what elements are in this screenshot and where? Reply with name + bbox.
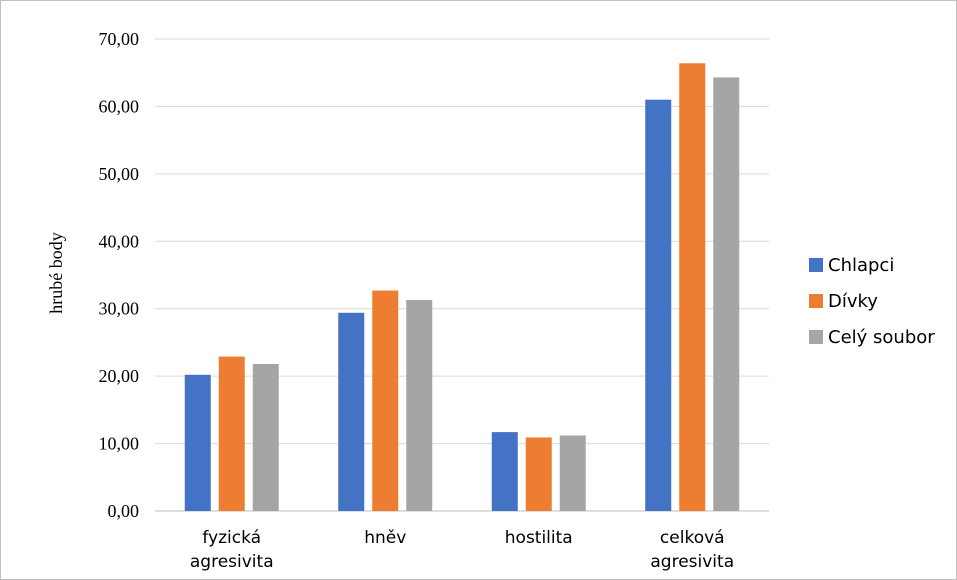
- legend-swatch: [809, 258, 823, 272]
- gridlines: [155, 38, 769, 512]
- bar-chlapci: [184, 374, 211, 511]
- bar-celý-soubor: [252, 364, 279, 511]
- legend: Chlapci Dívky Celý soubor: [809, 255, 935, 348]
- category-label: celková: [660, 528, 725, 548]
- legend-swatch: [809, 330, 823, 344]
- category-label: hněv: [364, 528, 406, 548]
- legend-label: Celý soubor: [828, 327, 935, 348]
- legend-swatch: [809, 294, 823, 308]
- legend-label: Dívky: [828, 291, 878, 312]
- bar-dívky: [372, 290, 399, 511]
- category-labels: fyzická agresivita hněv hostilita celková agr…: [190, 528, 734, 572]
- y-tick-label: 10,00: [99, 434, 140, 454]
- y-tick-label: 70,00: [99, 29, 140, 49]
- y-tick-label: 50,00: [99, 164, 140, 184]
- bar-celý-soubor: [406, 299, 433, 511]
- category-label: agresivita: [650, 552, 734, 572]
- category-label: fyzická: [202, 528, 261, 548]
- bar-chlapci: [645, 99, 672, 511]
- bar-dívky: [218, 356, 245, 511]
- bar-chlapci: [491, 432, 518, 511]
- y-tick-label: 40,00: [99, 231, 140, 251]
- bar-chlapci: [338, 312, 365, 511]
- category-label: agresivita: [190, 552, 274, 572]
- y-axis-title: hrubé body: [46, 232, 66, 313]
- bar-celý-soubor: [713, 77, 740, 511]
- bar-dívky: [679, 63, 706, 511]
- y-tick-label: 0,00: [108, 501, 140, 521]
- bar-celý-soubor: [559, 435, 586, 511]
- y-tick-label: 30,00: [99, 299, 140, 319]
- bar-dívky: [525, 437, 552, 511]
- y-tick-label: 60,00: [99, 96, 140, 116]
- y-tick-labels: 0,00 10,00 20,00 30,00 40,00 50,00 60,00 70,00: [99, 29, 140, 521]
- bars: [184, 63, 740, 511]
- y-tick-label: 20,00: [99, 366, 140, 386]
- category-label: hostilita: [505, 528, 573, 548]
- legend-label: Chlapci: [828, 255, 894, 276]
